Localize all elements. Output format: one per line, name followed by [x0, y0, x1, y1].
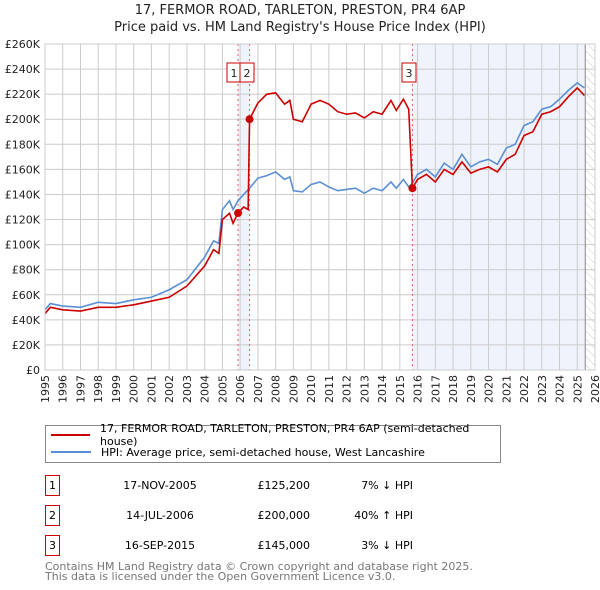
- x-tick-label: 2000: [128, 375, 141, 403]
- y-tick-label: £60K: [12, 289, 41, 302]
- x-tick-label: 2005: [216, 375, 229, 403]
- price-chart: 1995 1996 1997 1998 1999 2000 2001 2002 2003 2004…: [5, 38, 600, 403]
- sale-label: 1: [231, 67, 238, 80]
- y-tick-label: £0: [26, 364, 40, 377]
- y-tick-label: £140K: [5, 188, 41, 201]
- transaction-date: 16-SEP-2015: [124, 539, 196, 552]
- chart-subtitle: Price paid vs. HM Land Registry's House …: [114, 20, 486, 35]
- y-tick-label: £200K: [5, 113, 41, 126]
- y-tick-label: £160K: [5, 163, 41, 176]
- legend-swatch-blue: [51, 451, 91, 453]
- transaction-date: 14-JUL-2006: [126, 509, 194, 522]
- x-tick-label: 2007: [252, 375, 265, 403]
- x-tick-label: 2017: [429, 375, 442, 403]
- sale-point: [245, 115, 254, 124]
- sale-label-box: [239, 62, 255, 83]
- x-tick-label: 2004: [199, 375, 212, 403]
- transaction-date: 17-NOV-2005: [123, 479, 197, 492]
- legend-swatch-red: [51, 434, 90, 436]
- x-tick-label: 2014: [376, 375, 389, 403]
- legend-item-hpi: HPI: Average price, semi-detached house,…: [51, 444, 425, 460]
- y-tick-label: £220K: [5, 88, 41, 101]
- x-tick-label: 2016: [412, 375, 425, 403]
- sale-point: [408, 184, 417, 193]
- sale-label: 2: [244, 67, 251, 80]
- forecast-hatch: [585, 44, 595, 370]
- x-tick-label: 1997: [74, 375, 87, 403]
- legend-label: HPI: Average price, semi-detached house,…: [101, 445, 425, 459]
- x-tick-label: 2002: [163, 375, 176, 403]
- transaction-hpi: 7% ↓ HPI: [361, 479, 413, 492]
- y-tick-label: £240K: [5, 63, 41, 76]
- x-tick-label: 2013: [358, 375, 371, 403]
- x-tick-label: 2026: [589, 375, 600, 403]
- x-tick-label: 1998: [92, 375, 105, 403]
- sale-point: [234, 209, 243, 218]
- x-tick-label: 2024: [554, 375, 567, 403]
- x-tick-label: 2015: [394, 375, 407, 403]
- y-tick-label: £180K: [5, 138, 41, 151]
- hpi-line: [44, 81, 585, 311]
- x-tick-label: 2003: [181, 375, 194, 403]
- x-tick-label: 2011: [323, 375, 336, 403]
- x-tick-label: 2001: [145, 375, 158, 403]
- transaction-hpi: 3% ↓ HPI: [361, 539, 413, 552]
- transaction-hpi: 40% ↑ HPI: [354, 509, 413, 522]
- y-tick-label: £20K: [12, 339, 41, 352]
- x-tick-label: 2020: [483, 375, 496, 403]
- x-tick-label: 2019: [465, 375, 478, 403]
- x-tick-label: 2025: [571, 375, 584, 403]
- transaction-price: £145,000: [257, 539, 311, 552]
- footer-copyright: Contains HM Land Registry data © Crown c…: [45, 560, 473, 573]
- transaction-price: £200,000: [257, 509, 311, 522]
- x-tick-label: 2008: [270, 375, 283, 403]
- transaction-row: 2 14-JUL-2006 £200,000 40% ↑ HPI: [45, 505, 465, 526]
- x-tick-label: 1999: [110, 375, 123, 403]
- sale-label: 3: [406, 67, 413, 80]
- y-tick-label: £80K: [12, 264, 41, 277]
- property-price-line: [44, 86, 585, 315]
- sale-label-box: [401, 62, 417, 83]
- y-tick-label: £100K: [5, 239, 41, 252]
- y-tick-label: £120K: [5, 214, 41, 227]
- x-tick-label: 2012: [341, 375, 354, 403]
- legend-label: 17, FERMOR ROAD, TARLETON, PRESTON, PR4 …: [100, 422, 470, 448]
- x-tick-label: 2009: [287, 375, 300, 403]
- x-tick-label: 2010: [305, 375, 318, 403]
- x-tick-label: 2022: [518, 375, 531, 403]
- x-tick-label: 2018: [447, 375, 460, 403]
- x-tick-label: 1995: [39, 375, 52, 403]
- transaction-row: 1 17-NOV-2005 £125,200 7% ↓ HPI: [45, 475, 465, 496]
- y-tick-label: £40K: [12, 314, 41, 327]
- legend: 17, FERMOR ROAD, TARLETON, PRESTON, PR4 …: [45, 422, 501, 463]
- x-tick-label: 2021: [500, 375, 513, 403]
- transaction-row: 3 16-SEP-2015 £145,000 3% ↓ HPI: [45, 535, 465, 556]
- x-tick-label: 1996: [57, 375, 70, 403]
- legend-item-property: 17, FERMOR ROAD, TARLETON, PRESTON, PR4 …: [51, 422, 500, 448]
- y-tick-label: £260K: [5, 38, 41, 51]
- marker-badge: 3: [45, 535, 60, 556]
- plot-border: [44, 43, 596, 371]
- footer-licence: This data is licensed under the Open Gov…: [45, 570, 396, 583]
- x-tick-label: 2023: [536, 375, 549, 403]
- marker-badge: 2: [45, 505, 60, 526]
- x-tick-label: 2006: [234, 375, 247, 403]
- marker-badge: 1: [45, 475, 60, 496]
- chart-title: 17, FERMOR ROAD, TARLETON, PRESTON, PR4 …: [134, 3, 466, 18]
- transaction-price: £125,200: [257, 479, 311, 492]
- shaded-region: [412, 44, 586, 370]
